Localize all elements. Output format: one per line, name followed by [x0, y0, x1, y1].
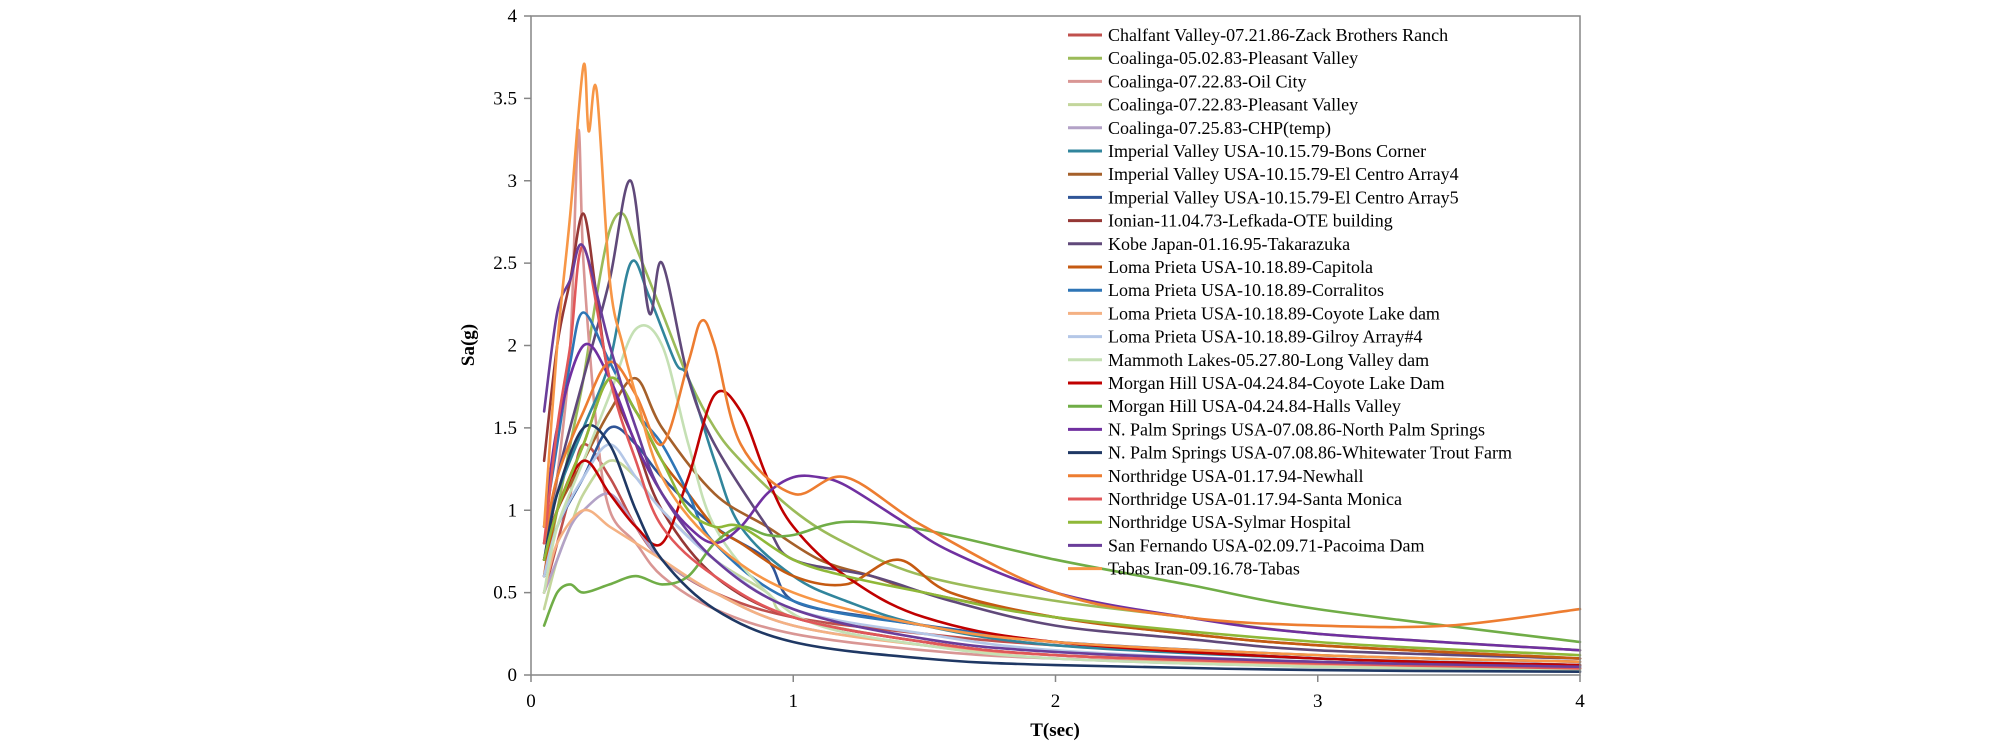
tick-labels: 0 1 2 3 4 0 0.5 1 1.5 2 2.5 3 3.5 4	[493, 6, 1585, 712]
legend-label: Coalinga-07.22.83-Oil City	[1108, 71, 1306, 91]
x-axis-title: T(sec)	[1030, 720, 1080, 741]
series-line-16	[542, 389, 1582, 667]
y-tick-label: 0	[508, 665, 518, 686]
legend-label: Morgan Hill USA-04.24.84-Halls Valley	[1108, 396, 1401, 416]
legend-label: Loma Prieta USA-10.18.89-Coyote Lake dam	[1108, 303, 1440, 323]
legend-label: Kobe Japan-01.16.95-Takarazuka	[1108, 234, 1350, 254]
legend-label: Loma Prieta USA-10.18.89-Gilroy Array#4	[1108, 327, 1422, 347]
legend: Chalfant Valley-07.21.86-Zack Brothers R…	[1068, 25, 1512, 579]
legend-label: Loma Prieta USA-10.18.89-Capitola	[1108, 257, 1373, 277]
legend-label: San Fernando USA-02.09.71-Pacoima Dam	[1108, 535, 1424, 555]
legend-label: N. Palm Springs USA-07.08.86-North Palm …	[1108, 419, 1485, 439]
y-tick-label: 1	[508, 500, 518, 521]
y-tick-label: 0.5	[493, 583, 517, 604]
y-tick-label: 3.5	[493, 88, 517, 109]
legend-label: Chalfant Valley-07.21.86-Zack Brothers R…	[1108, 25, 1448, 45]
series-line-23	[542, 243, 1582, 669]
series-line-10	[542, 179, 1582, 660]
series-line-20	[542, 318, 1582, 629]
legend-label: Loma Prieta USA-10.18.89-Corralitos	[1108, 280, 1384, 300]
legend-label: Coalinga-07.25.83-CHP(temp)	[1108, 118, 1331, 139]
legend-label: Tabas Iran-09.16.78-Tabas	[1108, 559, 1300, 579]
legend-label: Imperial Valley USA-10.15.79-El Centro A…	[1108, 187, 1459, 207]
legend-label: Coalinga-05.02.83-Pleasant Valley	[1108, 48, 1358, 68]
legend-label: Mammoth Lakes-05.27.80-Long Valley dam	[1108, 350, 1429, 370]
x-tick-label: 1	[789, 691, 799, 712]
series-line-19	[542, 423, 1582, 673]
x-tick-label: 2	[1051, 691, 1061, 712]
y-tick-label: 1.5	[493, 418, 517, 439]
series-line-6	[542, 259, 1582, 667]
x-tick-label: 3	[1313, 691, 1323, 712]
legend-label: Northridge USA-Sylmar Hospital	[1108, 512, 1351, 532]
legend-label: Imperial Valley USA-10.15.79-Bons Corner	[1108, 141, 1426, 161]
x-tick-label: 0	[526, 691, 536, 712]
series-line-17	[542, 520, 1582, 644]
series-layer	[542, 62, 1582, 673]
series-line-22	[542, 376, 1582, 657]
legend-label: N. Palm Springs USA-07.08.86-Whitewater …	[1108, 443, 1512, 463]
y-axis-title: Sa(g)	[458, 324, 479, 366]
y-tick-label: 3	[508, 171, 518, 192]
y-tick-label: 2	[508, 336, 518, 357]
axes	[524, 15, 1581, 682]
x-tick-label: 4	[1575, 691, 1585, 712]
legend-label: Morgan Hill USA-04.24.84-Coyote Lake Dam	[1108, 373, 1445, 393]
series-line-21	[542, 245, 1582, 670]
legend-label: Northridge USA-01.17.94-Santa Monica	[1108, 489, 1402, 509]
legend-label: Coalinga-07.22.83-Pleasant Valley	[1108, 95, 1358, 115]
legend-label: Imperial Valley USA-10.15.79-El Centro A…	[1108, 164, 1459, 184]
y-tick-label: 4	[508, 6, 518, 27]
legend-label: Northridge USA-01.17.94-Newhall	[1108, 466, 1363, 486]
y-tick-label: 2.5	[493, 253, 517, 274]
series-line-24	[542, 62, 1582, 664]
legend-label: Ionian-11.04.73-Lefkada-OTE building	[1108, 211, 1393, 231]
series-line-13	[542, 508, 1582, 670]
